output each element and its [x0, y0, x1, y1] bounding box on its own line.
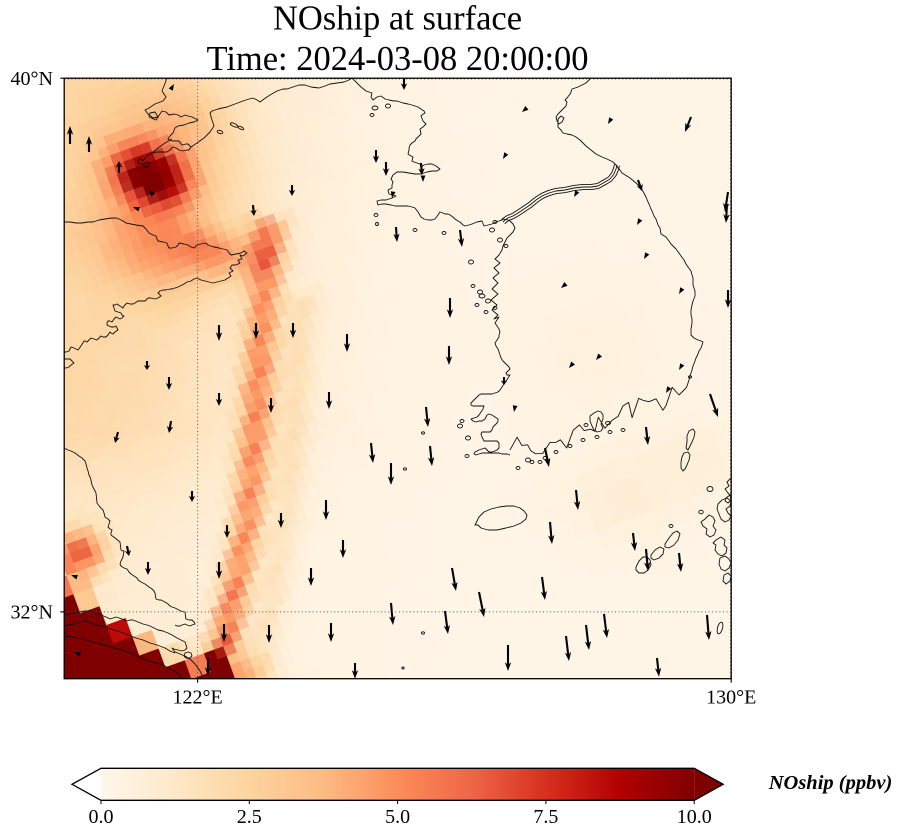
svg-text:NOship (ppbv): NOship (ppbv)	[768, 772, 893, 794]
svg-text:2.5: 2.5	[237, 806, 262, 828]
svg-text:Time: 2024-03-08 20:00:00: Time: 2024-03-08 20:00:00	[206, 40, 588, 78]
svg-text:32°N: 32°N	[11, 602, 53, 624]
svg-text:NOship at surface: NOship at surface	[273, 0, 522, 38]
svg-text:0.0: 0.0	[89, 806, 114, 828]
svg-text:5.0: 5.0	[385, 806, 410, 828]
svg-text:10.0: 10.0	[677, 806, 712, 828]
svg-text:7.5: 7.5	[533, 806, 558, 828]
svg-text:130°E: 130°E	[706, 687, 756, 709]
svg-text:40°N: 40°N	[11, 68, 53, 90]
svg-text:122°E: 122°E	[172, 687, 222, 709]
